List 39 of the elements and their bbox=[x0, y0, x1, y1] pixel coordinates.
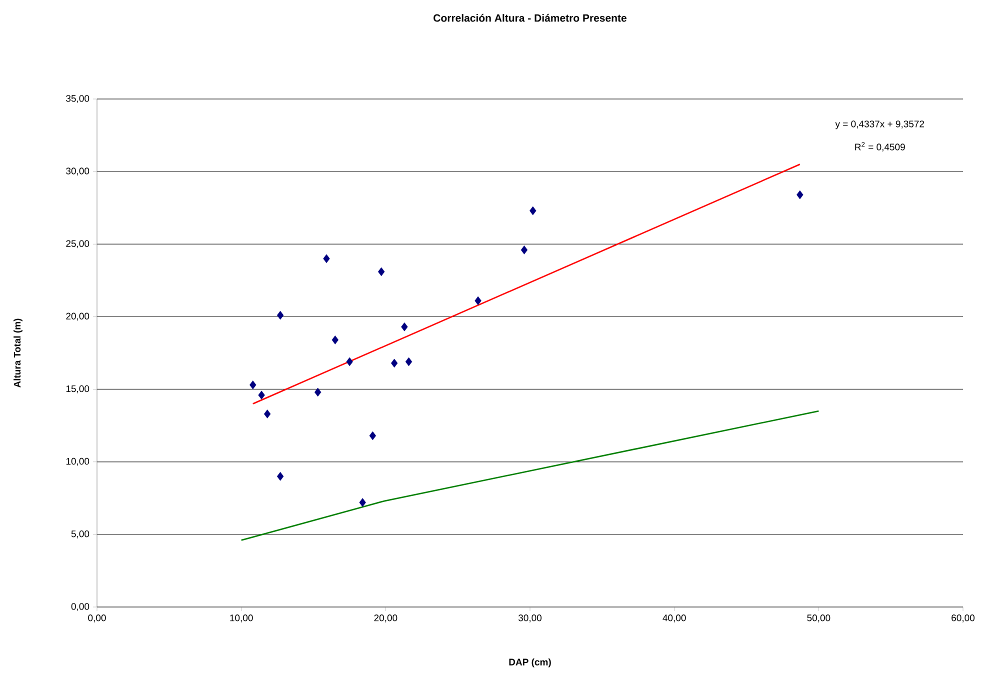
point bbox=[258, 390, 265, 400]
annotation: R$^{2}$ = 0,4509 bbox=[855, 142, 905, 152]
point bbox=[520, 246, 528, 254]
x-tick-label: 10,00 bbox=[230, 614, 253, 622]
y-tick-label: 30,00 bbox=[66, 168, 90, 176]
y-tick-label: 20,00 bbox=[66, 312, 90, 321]
point bbox=[346, 357, 353, 366]
y-tick-label: 10,00 bbox=[66, 458, 90, 466]
y-axis-title: Altura Total (m) bbox=[14, 318, 22, 388]
y-tick-label: 15,00 bbox=[66, 385, 90, 394]
point bbox=[314, 388, 322, 397]
x-tick-label: 50,00 bbox=[807, 614, 830, 622]
point bbox=[378, 267, 385, 276]
y-tick-label: 25,00 bbox=[66, 240, 90, 248]
x-tick-label: 0,00 bbox=[88, 614, 106, 622]
point bbox=[401, 322, 408, 332]
point bbox=[474, 296, 482, 306]
y-tick-label: 5,00 bbox=[71, 530, 90, 538]
x-tick-label: 40,00 bbox=[662, 614, 686, 622]
point bbox=[276, 310, 284, 320]
point bbox=[323, 254, 330, 264]
point bbox=[359, 498, 366, 507]
x-tick-label: 20,00 bbox=[374, 614, 398, 622]
point bbox=[264, 410, 271, 418]
annotation: y = 0,4337x + 9,3572 bbox=[835, 120, 924, 130]
y-tick-label: 0,00 bbox=[71, 603, 90, 611]
point bbox=[250, 380, 256, 390]
point bbox=[796, 190, 804, 200]
y-tick-label: 35,00 bbox=[66, 95, 90, 103]
point bbox=[369, 431, 376, 440]
point bbox=[530, 206, 536, 216]
point bbox=[276, 472, 284, 481]
x-axis-title: DAP (cm) bbox=[509, 658, 551, 668]
chart-title: Correlación Altura - Diámetro Presente bbox=[434, 14, 626, 22]
point bbox=[390, 358, 398, 368]
x-tick-label: 60,00 bbox=[952, 614, 975, 622]
point bbox=[405, 357, 412, 366]
point bbox=[332, 336, 339, 344]
x-tick-label: 30,00 bbox=[518, 614, 542, 622]
